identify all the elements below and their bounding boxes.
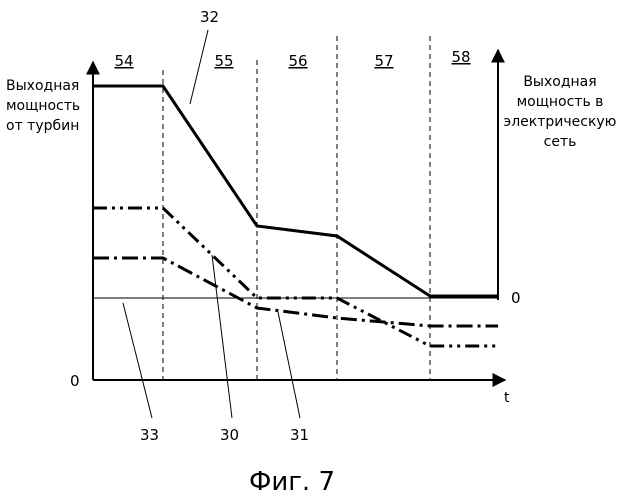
ref-31: 31 <box>290 426 309 444</box>
period-54: 54 <box>114 52 133 70</box>
curve-32 <box>93 86 498 296</box>
zero-right-label: 0 <box>511 289 521 307</box>
left-axis-label-line-1: Выходная <box>6 78 79 94</box>
leader-32 <box>190 30 208 104</box>
left-axis-label-line-3: от турбин <box>6 118 79 134</box>
leader-30 <box>212 255 232 418</box>
period-55: 55 <box>214 52 233 70</box>
ref-32: 32 <box>200 8 219 26</box>
leader-33 <box>123 303 152 418</box>
right-axis-label-line-2: мощность в <box>517 94 604 110</box>
curve-31 <box>93 258 498 326</box>
right-axis-label-line-3: электрическую <box>504 114 617 130</box>
ref-33: 33 <box>140 426 159 444</box>
zero-left-label: 0 <box>70 372 80 390</box>
period-56: 56 <box>288 52 307 70</box>
leader-31 <box>278 312 300 418</box>
ref-30: 30 <box>220 426 239 444</box>
figure-caption: Фиг. 7 <box>249 467 335 497</box>
period-58: 58 <box>451 48 470 66</box>
left-axis-label-line-2: мощность <box>6 98 80 114</box>
right-axis-label-line-4: сеть <box>544 134 577 150</box>
right-axis-label-line-1: Выходная <box>523 74 596 90</box>
period-57: 57 <box>374 52 393 70</box>
t-label: t <box>504 390 510 406</box>
